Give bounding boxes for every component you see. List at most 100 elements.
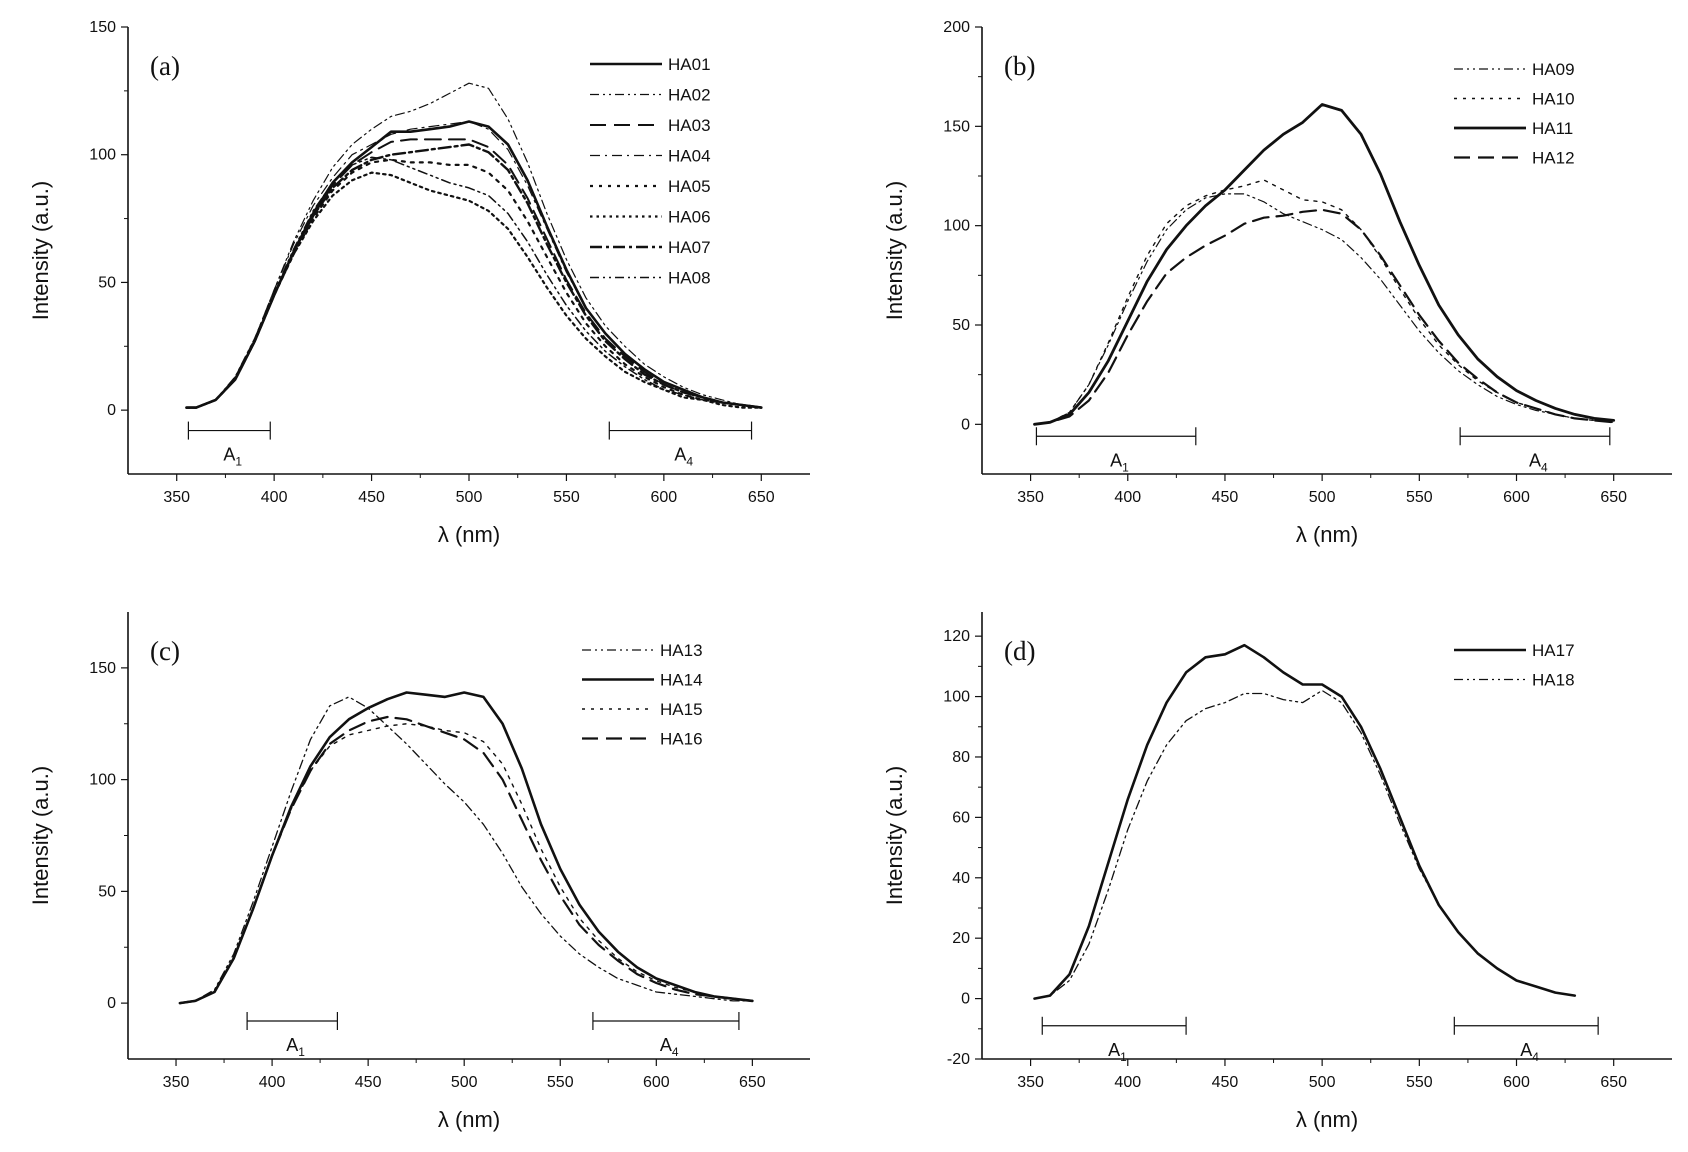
y-tick-label-a-0: 0 xyxy=(107,402,116,419)
x-tick-label-d-1: 400 xyxy=(1114,1074,1141,1091)
legend-label-ha11: HA11 xyxy=(1532,119,1573,138)
series-line-ha09 xyxy=(1033,193,1615,425)
legend-label-ha18: HA18 xyxy=(1532,671,1575,690)
y-tick-label-b-4: 200 xyxy=(943,19,970,36)
range-label-d-1: A4 xyxy=(1520,1040,1539,1064)
series-line-ha18 xyxy=(1033,689,1576,1000)
panel-label-d: (d) xyxy=(1004,636,1035,666)
x-tick-label-b-2: 450 xyxy=(1212,489,1239,506)
x-tick-label-b-5: 600 xyxy=(1503,489,1530,506)
x-tick-label-d-5: 600 xyxy=(1503,1074,1530,1091)
y-tick-label-d-2: 20 xyxy=(952,930,970,947)
series-line-ha10 xyxy=(1033,179,1615,425)
x-tick-label-b-6: 650 xyxy=(1600,489,1627,506)
series-line-ha06 xyxy=(185,171,763,409)
legend-label-ha15: HA15 xyxy=(660,700,703,719)
series-line-ha11 xyxy=(1033,103,1616,426)
series-line-ha12 xyxy=(1033,208,1615,426)
y-axis-title-c: Intensity (a.u.) xyxy=(28,766,53,905)
y-tick-label-b-2: 100 xyxy=(943,218,970,235)
y-axis-title-a: Intensity (a.u.) xyxy=(28,181,53,320)
series-line-ha07 xyxy=(185,143,763,409)
y-tick-label-d-7: 120 xyxy=(943,628,970,645)
chart-panel-b: 350 400 450 500 550 600 650 0 50 100 150 200 λ (nm) I… xyxy=(882,19,1672,547)
y-tick-label-b-1: 50 xyxy=(952,317,970,334)
series-line-ha15 xyxy=(179,723,754,1004)
y-tick-label-d-1: 0 xyxy=(961,991,970,1008)
x-tick-label-b-3: 500 xyxy=(1309,489,1336,506)
y-tick-label-c-0: 0 xyxy=(107,995,116,1012)
x-tick-label-c-1: 400 xyxy=(259,1074,286,1091)
range-label-a-1: A4 xyxy=(674,445,693,469)
x-tick-label-a-3: 500 xyxy=(456,489,483,506)
y-tick-label-d-0: -20 xyxy=(947,1051,970,1068)
legend-label-ha14: HA14 xyxy=(660,671,703,690)
chart-panel-a: 350 400 450 500 550 600 650 0 50 100 150 λ (nm) Inte… xyxy=(28,19,810,547)
legend-label-ha10: HA10 xyxy=(1532,90,1575,109)
series-line-ha05 xyxy=(185,158,763,409)
y-tick-label-c-2: 100 xyxy=(89,772,116,789)
chart-panel-c: 350 400 450 500 550 600 650 0 50 100 150 λ (nm) Inte… xyxy=(28,612,810,1132)
chart-panel-d: 350 400 450 500 550 600 650 -20 0 20 40 60 80 100 120 λ… xyxy=(882,612,1672,1132)
panel-label-b: (b) xyxy=(1004,51,1035,81)
legend-label-ha13: HA13 xyxy=(660,641,703,660)
legend-label-ha02: HA02 xyxy=(668,86,711,105)
series-line-ha04 xyxy=(185,120,762,409)
x-tick-label-a-5: 600 xyxy=(651,489,678,506)
range-label-c-1: A4 xyxy=(660,1035,679,1059)
legend-label-ha16: HA16 xyxy=(660,730,703,749)
x-tick-label-d-6: 650 xyxy=(1600,1074,1627,1091)
x-tick-label-a-6: 650 xyxy=(748,489,775,506)
legend-label-ha03: HA03 xyxy=(668,116,711,135)
x-tick-label-c-0: 350 xyxy=(163,1074,190,1091)
series-line-ha14 xyxy=(178,691,754,1005)
x-tick-label-a-4: 550 xyxy=(553,489,580,506)
y-tick-label-a-3: 150 xyxy=(89,19,116,36)
x-tick-label-d-2: 450 xyxy=(1212,1074,1239,1091)
y-axis-title-b: Intensity (a.u.) xyxy=(882,181,907,320)
range-label-d-0: A1 xyxy=(1108,1040,1127,1064)
x-tick-label-a-2: 450 xyxy=(358,489,385,506)
x-tick-label-b-4: 550 xyxy=(1406,489,1433,506)
x-tick-label-a-1: 400 xyxy=(261,489,288,506)
y-tick-label-d-6: 100 xyxy=(943,689,970,706)
x-tick-label-c-3: 500 xyxy=(451,1074,478,1091)
panel-label-c: (c) xyxy=(150,636,180,666)
x-axis-title-a: λ (nm) xyxy=(438,522,500,547)
x-tick-label-c-5: 600 xyxy=(643,1074,670,1091)
x-axis-title-d: λ (nm) xyxy=(1296,1107,1358,1132)
x-tick-label-c-6: 650 xyxy=(739,1074,766,1091)
y-tick-label-d-5: 80 xyxy=(952,749,970,766)
legend-label-ha05: HA05 xyxy=(668,177,711,196)
x-tick-label-d-3: 500 xyxy=(1309,1074,1336,1091)
x-tick-label-b-1: 400 xyxy=(1114,489,1141,506)
x-tick-label-d-4: 550 xyxy=(1406,1074,1433,1091)
y-axis-title-d: Intensity (a.u.) xyxy=(882,766,907,905)
range-label-a-0: A1 xyxy=(223,445,242,469)
legend-label-ha04: HA04 xyxy=(668,147,711,166)
series-line-ha16 xyxy=(178,715,754,1005)
legend-label-ha01: HA01 xyxy=(668,55,711,74)
series-line-ha13 xyxy=(179,696,754,1004)
x-tick-label-a-0: 350 xyxy=(163,489,190,506)
y-tick-label-c-3: 150 xyxy=(89,660,116,677)
range-label-c-0: A1 xyxy=(286,1035,305,1059)
legend-label-ha08: HA08 xyxy=(668,269,711,288)
x-tick-label-d-0: 350 xyxy=(1017,1074,1044,1091)
range-label-b-1: A4 xyxy=(1529,450,1548,474)
series-line-ha17 xyxy=(1033,643,1577,1000)
y-tick-label-a-1: 50 xyxy=(98,274,116,291)
series-line-ha08 xyxy=(185,156,763,409)
y-tick-label-a-2: 100 xyxy=(89,147,116,164)
legend-label-ha07: HA07 xyxy=(668,238,711,257)
y-tick-label-d-3: 40 xyxy=(952,870,970,887)
legend-label-ha09: HA09 xyxy=(1532,60,1575,79)
x-tick-label-c-2: 450 xyxy=(355,1074,382,1091)
y-tick-label-b-3: 150 xyxy=(943,118,970,135)
legend-label-ha12: HA12 xyxy=(1532,149,1575,168)
x-tick-label-c-4: 550 xyxy=(547,1074,574,1091)
x-tick-label-b-0: 350 xyxy=(1017,489,1044,506)
legend-label-ha06: HA06 xyxy=(668,208,711,227)
x-axis-title-c: λ (nm) xyxy=(438,1107,500,1132)
y-tick-label-d-4: 60 xyxy=(952,809,970,826)
